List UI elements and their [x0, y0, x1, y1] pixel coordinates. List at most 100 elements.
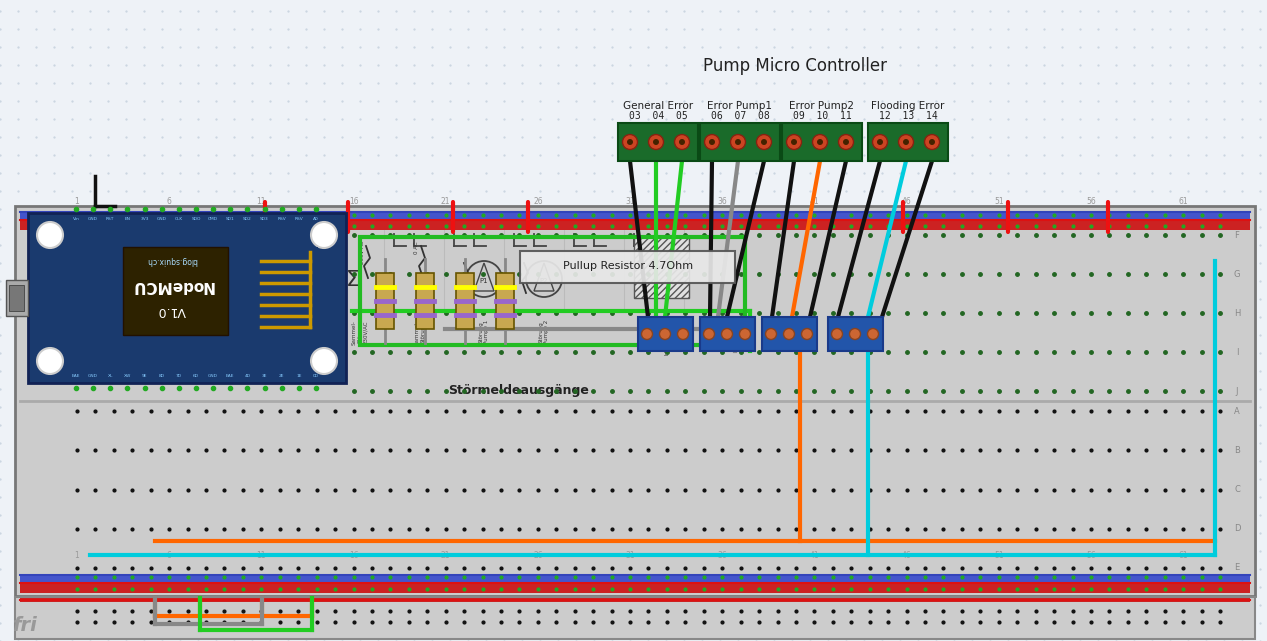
Circle shape	[843, 139, 849, 145]
Text: A0: A0	[313, 217, 319, 221]
Text: 16: 16	[348, 197, 359, 206]
Text: 56: 56	[1086, 197, 1096, 206]
Text: Sammel-
Störung: Sammel- Störung	[414, 320, 426, 345]
Text: fri: fri	[11, 616, 37, 635]
Text: 3V3: 3V3	[141, 217, 148, 221]
Circle shape	[929, 139, 935, 145]
Circle shape	[678, 328, 688, 340]
Text: 4D: 4D	[245, 374, 251, 378]
Text: General Error: General Error	[623, 101, 693, 111]
Text: XL: XL	[108, 374, 113, 378]
Bar	[761, 317, 817, 351]
Text: CLK: CLK	[175, 217, 182, 221]
Bar	[15, 597, 1256, 639]
Bar	[416, 273, 435, 329]
Text: RSV: RSV	[294, 217, 303, 221]
Bar	[20, 574, 1251, 582]
Text: 0 AC: 0 AC	[414, 241, 419, 254]
Text: NodeMCU: NodeMCU	[131, 278, 213, 293]
Text: I: I	[1235, 347, 1238, 356]
Text: Sammel-
Störung
230V/AC: Sammel- Störung 230V/AC	[352, 320, 369, 345]
Text: Hochwasser-
Alarm: Hochwasser- Alarm	[665, 320, 675, 355]
Bar	[9, 285, 24, 311]
Text: 3E: 3E	[262, 374, 267, 378]
Circle shape	[704, 135, 720, 149]
Text: 36: 36	[717, 197, 727, 206]
Text: Error Pump2: Error Pump2	[789, 101, 854, 111]
Bar	[332, 211, 707, 316]
Bar	[456, 273, 474, 329]
Circle shape	[37, 348, 63, 374]
Text: 1: 1	[75, 551, 80, 560]
Bar	[253, 247, 318, 335]
Bar	[699, 317, 755, 351]
Bar	[28, 213, 346, 383]
Text: 6: 6	[167, 197, 171, 206]
Bar	[782, 123, 862, 161]
Text: 06  07  08: 06 07 08	[711, 111, 769, 121]
Text: 230V AC: 230V AC	[360, 241, 365, 264]
Text: 1: 1	[75, 197, 80, 206]
Text: Störung
Pumpe 2: Störung Pumpe 2	[538, 320, 550, 344]
Text: V1.0: V1.0	[158, 304, 186, 317]
Circle shape	[721, 328, 732, 340]
Text: 0D: 0D	[313, 374, 319, 378]
Text: C: C	[1234, 485, 1240, 494]
Text: RST: RST	[106, 217, 114, 221]
Circle shape	[679, 139, 685, 145]
Text: 46: 46	[902, 197, 911, 206]
Circle shape	[925, 135, 940, 149]
Bar	[332, 316, 707, 406]
Text: F: F	[1234, 231, 1239, 240]
Bar	[20, 598, 1251, 602]
Text: 61: 61	[1178, 197, 1188, 206]
Text: G: G	[1234, 269, 1240, 278]
Text: Σ: Σ	[346, 270, 360, 290]
Bar	[519, 251, 735, 283]
Text: SD2: SD2	[243, 217, 252, 221]
Circle shape	[802, 328, 812, 340]
Text: XW: XW	[124, 374, 131, 378]
Text: 31: 31	[625, 197, 635, 206]
Circle shape	[310, 348, 337, 374]
Bar	[123, 247, 228, 335]
Circle shape	[735, 139, 741, 145]
Circle shape	[873, 135, 887, 149]
Text: 9E: 9E	[142, 374, 147, 378]
Circle shape	[783, 328, 794, 340]
Text: 51: 51	[995, 197, 1003, 206]
Text: EAE: EAE	[72, 374, 80, 378]
Bar	[360, 237, 745, 345]
Text: E: E	[1234, 563, 1239, 572]
Text: 8D: 8D	[158, 374, 165, 378]
Circle shape	[310, 222, 337, 248]
Circle shape	[877, 139, 883, 145]
Text: 7D: 7D	[176, 374, 182, 378]
Text: GND: GND	[89, 374, 98, 378]
Circle shape	[660, 328, 670, 340]
Circle shape	[756, 135, 772, 149]
Bar	[15, 206, 1256, 596]
Text: 61: 61	[1178, 551, 1188, 560]
Text: GND: GND	[208, 374, 218, 378]
Text: 03  04  05: 03 04 05	[628, 111, 688, 121]
Text: EAE: EAE	[226, 374, 234, 378]
Circle shape	[839, 135, 854, 149]
Text: 09  10  11: 09 10 11	[793, 111, 851, 121]
Text: P1: P1	[480, 278, 488, 284]
Circle shape	[831, 328, 843, 340]
Circle shape	[641, 328, 653, 340]
Text: 1E: 1E	[296, 374, 302, 378]
Circle shape	[787, 135, 802, 149]
Text: 16: 16	[348, 551, 359, 560]
Bar	[639, 317, 693, 351]
Bar	[495, 273, 514, 329]
Text: 11: 11	[257, 197, 266, 206]
Text: N  L1: N L1	[338, 224, 360, 230]
Circle shape	[812, 135, 827, 149]
Text: B: B	[1234, 445, 1240, 454]
Circle shape	[817, 139, 824, 145]
Bar	[20, 211, 1251, 219]
Circle shape	[731, 135, 745, 149]
Circle shape	[710, 139, 715, 145]
